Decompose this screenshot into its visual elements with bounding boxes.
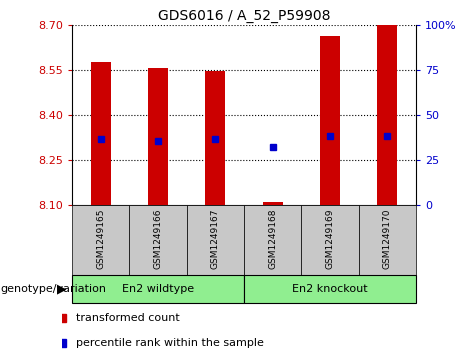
Text: En2 wildtype: En2 wildtype (122, 284, 194, 294)
Bar (244, 205, 301, 275)
Text: transformed count: transformed count (76, 313, 180, 323)
Text: GSM1249168: GSM1249168 (268, 208, 277, 269)
Text: GSM1249170: GSM1249170 (383, 208, 392, 269)
Text: GSM1249167: GSM1249167 (211, 208, 220, 269)
Bar (205, 72, 225, 205)
Text: GSM1249165: GSM1249165 (96, 208, 105, 269)
Bar (244, 275, 416, 303)
Text: En2 knockout: En2 knockout (292, 284, 368, 294)
Bar (320, 36, 340, 205)
Bar (359, 205, 416, 275)
Text: GSM1249166: GSM1249166 (154, 208, 162, 269)
Bar (148, 69, 168, 205)
Bar (263, 202, 283, 205)
Bar (187, 205, 244, 275)
Title: GDS6016 / A_52_P59908: GDS6016 / A_52_P59908 (158, 9, 330, 23)
Text: ▶: ▶ (57, 282, 67, 295)
Bar (130, 205, 187, 275)
Bar (377, 25, 397, 205)
Bar (91, 62, 111, 205)
Text: genotype/variation: genotype/variation (0, 284, 106, 294)
Text: percentile rank within the sample: percentile rank within the sample (76, 338, 264, 348)
Bar (72, 205, 130, 275)
Text: GSM1249169: GSM1249169 (325, 208, 335, 269)
Bar (72, 275, 244, 303)
Bar (301, 205, 359, 275)
